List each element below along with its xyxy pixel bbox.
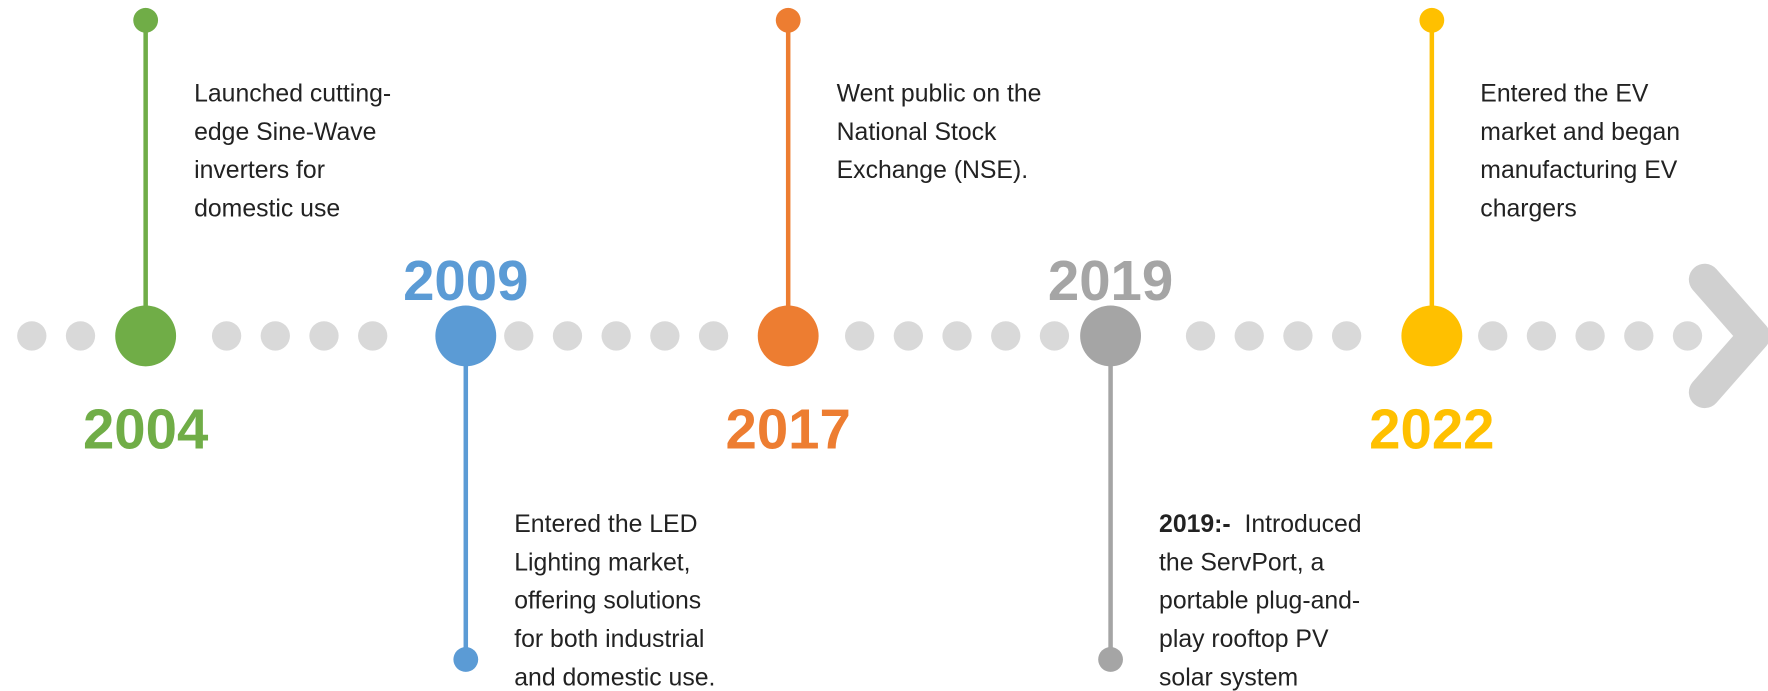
timeline-dot (1039, 321, 1070, 351)
timeline-dot (1575, 321, 1605, 351)
description-line: Entered the LED (514, 511, 697, 538)
timeline-dot (844, 321, 875, 351)
description-line: offering solutions (514, 588, 701, 615)
description-prefix: 2019:- (1159, 511, 1231, 538)
timeline-dot (358, 321, 388, 351)
stem-end (453, 647, 479, 672)
timeline-dot (504, 321, 534, 351)
description-line: market and began (1480, 119, 1680, 146)
timeline-dot (1624, 321, 1654, 351)
description-line: for both industrial (514, 626, 704, 653)
timeline-dot (601, 321, 631, 351)
stem-end (133, 7, 159, 33)
milestone (757, 305, 819, 367)
description-line: 2019:- Introduced (1159, 511, 1362, 538)
timeline-dot (1185, 321, 1216, 351)
timeline-dot (991, 321, 1021, 351)
description-line: edge Sine-Wave (194, 119, 376, 146)
timeline-dot (893, 321, 924, 351)
description-line: domestic use (194, 195, 340, 222)
timeline-dot (1672, 321, 1703, 351)
timeline-dot (698, 321, 729, 351)
timeline-dot (1234, 321, 1264, 351)
year-label: 2017 (725, 398, 850, 461)
timeline-dot (1526, 321, 1557, 351)
timeline-dot (211, 321, 242, 351)
year-label: 2019 (1048, 249, 1173, 312)
arrow-head (1688, 263, 1768, 409)
description-line: Went public on the (837, 80, 1042, 107)
description-line: Lighting market, (514, 549, 690, 576)
timeline-dot (260, 321, 290, 351)
description-line: play rooftop PV (1159, 626, 1329, 653)
description-line: manufacturing EV (1480, 157, 1677, 184)
year-label: 2009 (403, 249, 528, 312)
timeline-dot (1283, 321, 1313, 351)
timeline-dot (17, 321, 47, 351)
timeline-dot (1331, 321, 1362, 351)
stem-end (1098, 647, 1123, 672)
description-line: inverters for (194, 157, 325, 184)
description-text: Introduced (1244, 511, 1361, 538)
milestone (1401, 305, 1463, 367)
description-line: Launched cutting- (194, 80, 391, 107)
description-line: portable plug-and- (1159, 588, 1360, 615)
timeline-dot (65, 321, 96, 351)
description-line: solar system (1159, 664, 1298, 691)
description-line: Entered the EV (1480, 80, 1649, 107)
timeline-dot (309, 321, 339, 351)
description-line: National Stock (837, 119, 997, 146)
timeline-dot (552, 321, 583, 351)
milestone (435, 305, 497, 367)
milestone (1080, 305, 1142, 367)
stem-end (1419, 7, 1445, 33)
year-label: 2022 (1369, 398, 1494, 461)
timeline-dot (942, 321, 972, 351)
stem-end (775, 7, 801, 33)
description-line: Exchange (NSE). (837, 157, 1028, 184)
year-label: 2004 (83, 398, 209, 461)
description-line: the ServPort, a (1159, 549, 1325, 576)
description-line: and domestic use. (514, 664, 715, 691)
timeline-dot (650, 321, 680, 351)
milestone (115, 305, 177, 367)
timeline-dot (1478, 321, 1508, 351)
description-line: chargers (1480, 195, 1576, 222)
